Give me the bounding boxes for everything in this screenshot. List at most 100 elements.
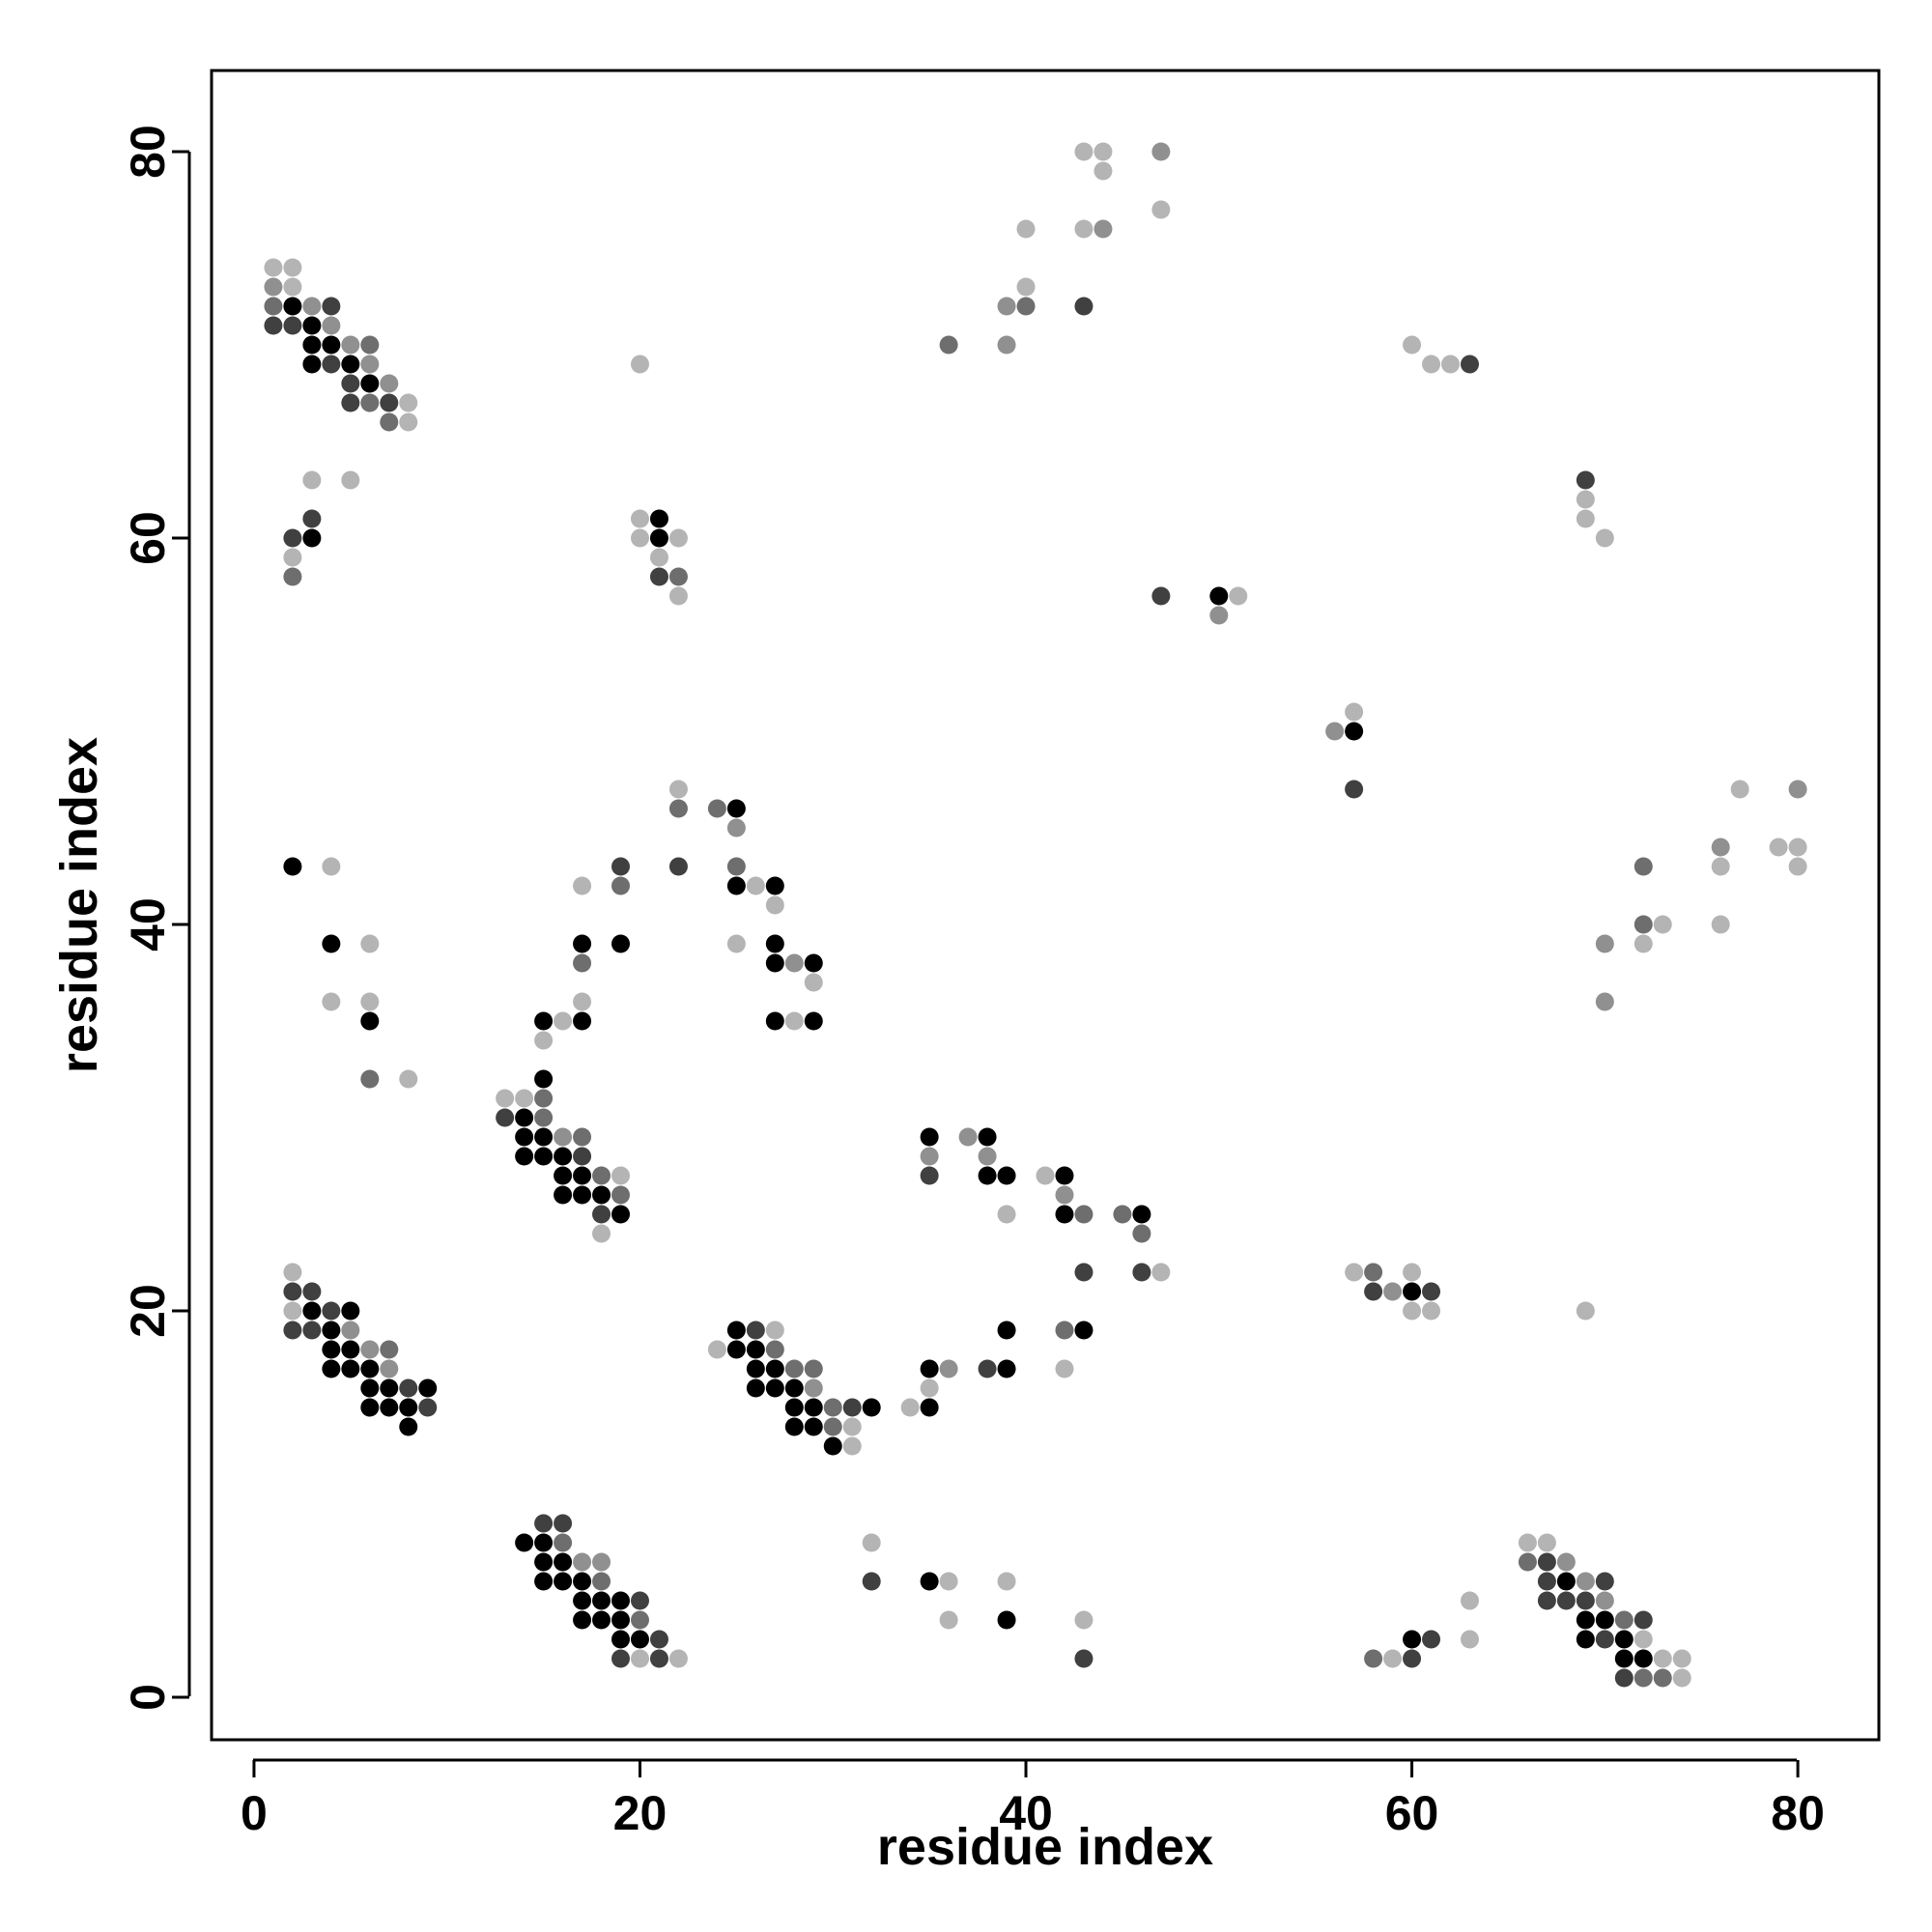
contact-point — [341, 393, 360, 412]
contact-point — [823, 1398, 842, 1417]
contact-point — [1383, 1282, 1403, 1301]
contact-point — [920, 1398, 939, 1417]
contact-point — [1403, 1630, 1422, 1649]
contact-point — [1518, 1533, 1537, 1552]
contact-point — [1074, 297, 1094, 316]
contact-point — [264, 258, 283, 277]
contact-point — [322, 335, 341, 355]
contact-point — [1595, 1610, 1614, 1630]
contact-point — [997, 1359, 1016, 1378]
contact-point — [515, 1089, 534, 1108]
contact-point — [1653, 1668, 1672, 1688]
contact-point — [1074, 1610, 1094, 1630]
contact-point — [496, 1089, 515, 1108]
contact-point — [1711, 838, 1730, 857]
contact-point — [322, 992, 341, 1011]
x-tick-label: 0 — [241, 1786, 268, 1840]
contact-point — [1094, 219, 1113, 239]
plot-frame — [210, 69, 1881, 1742]
contact-point — [611, 1610, 631, 1630]
contact-point — [322, 297, 341, 316]
contact-point — [302, 1321, 322, 1340]
contact-point — [1518, 1552, 1537, 1572]
contact-point — [978, 1127, 997, 1147]
contact-point — [1595, 528, 1614, 548]
contact-point — [592, 1610, 611, 1630]
contact-point — [283, 1282, 302, 1301]
contact-point — [920, 1378, 939, 1398]
contact-point — [707, 799, 726, 818]
contact-point — [668, 780, 688, 799]
contact-point — [418, 1398, 438, 1417]
contact-point — [360, 335, 380, 355]
contact-point — [842, 1417, 862, 1436]
contact-point — [668, 567, 688, 586]
contact-point — [592, 1166, 611, 1185]
contact-point — [939, 1359, 958, 1378]
contact-point — [1209, 606, 1229, 625]
contact-point — [726, 857, 746, 876]
contact-point — [573, 1011, 592, 1031]
contact-point — [1151, 142, 1171, 161]
contact-point — [1634, 915, 1653, 934]
contact-point — [920, 1147, 939, 1166]
contact-point — [611, 876, 631, 895]
contact-point — [746, 1378, 765, 1398]
contact-point — [283, 297, 302, 316]
contact-point — [765, 1011, 784, 1031]
y-axis: 0 20 40 60 80 — [121, 125, 191, 1711]
contact-point — [611, 1185, 631, 1205]
contact-point — [630, 355, 649, 374]
contact-point — [611, 1166, 631, 1185]
contact-point — [1556, 1591, 1576, 1610]
contact-point — [592, 1224, 611, 1243]
contact-point — [1132, 1224, 1151, 1243]
contact-point — [649, 1630, 668, 1649]
contact-point — [1422, 355, 1441, 374]
contact-point — [573, 876, 592, 895]
contact-point — [1016, 219, 1036, 239]
contact-point — [765, 1321, 784, 1340]
contact-point — [341, 1301, 360, 1321]
contact-point — [554, 1011, 573, 1031]
contact-point — [341, 1321, 360, 1340]
contact-point — [1016, 277, 1036, 297]
contact-point — [649, 528, 668, 548]
contact-point — [726, 818, 746, 838]
contact-point — [997, 1321, 1016, 1340]
contact-point — [804, 1417, 823, 1436]
contact-point — [322, 1359, 341, 1378]
contact-point — [534, 1108, 554, 1127]
contact-point — [900, 1398, 920, 1417]
contact-point — [842, 1398, 862, 1417]
contact-point — [534, 1533, 554, 1552]
contact-point — [264, 316, 283, 335]
contact-point — [283, 548, 302, 567]
contact-point — [1074, 1321, 1094, 1340]
contact-point — [765, 1359, 784, 1378]
contact-point — [939, 1572, 958, 1591]
contact-point — [534, 1552, 554, 1572]
contact-point — [1345, 722, 1364, 741]
contact-point — [978, 1147, 997, 1166]
contact-point — [399, 412, 418, 432]
contact-point — [322, 934, 341, 953]
contact-point — [1788, 838, 1807, 857]
contact-point — [784, 1417, 804, 1436]
contact-point — [573, 1127, 592, 1147]
contact-point — [1672, 1649, 1691, 1668]
contact-point — [784, 1378, 804, 1398]
contact-point — [630, 528, 649, 548]
contact-point — [322, 316, 341, 335]
contact-point — [592, 1552, 611, 1572]
contact-point — [360, 1378, 380, 1398]
contact-point — [418, 1378, 438, 1398]
contact-point — [726, 876, 746, 895]
contact-point — [283, 528, 302, 548]
contact-point — [399, 393, 418, 412]
contact-point — [360, 1069, 380, 1089]
contact-point — [920, 1166, 939, 1185]
contact-point — [554, 1147, 573, 1166]
